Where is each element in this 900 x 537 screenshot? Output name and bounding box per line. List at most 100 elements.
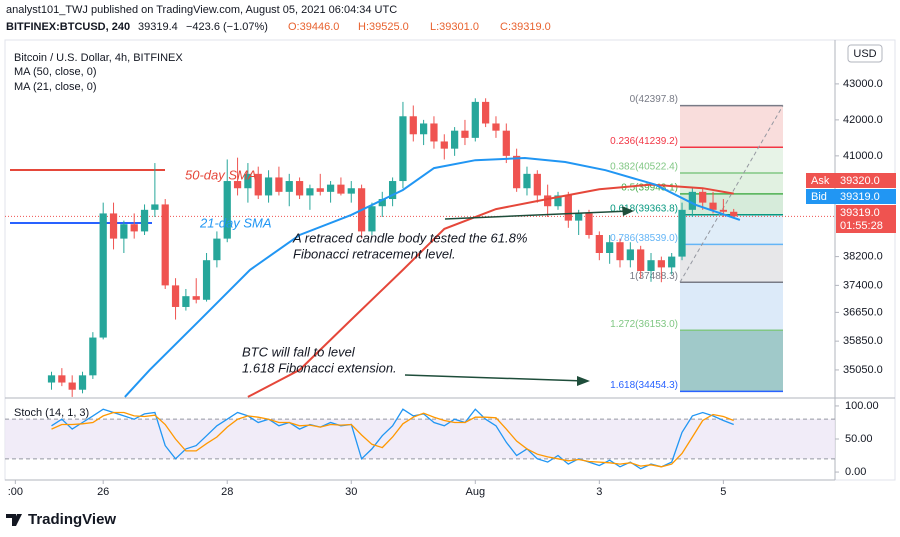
quote-value: 39319.0 (840, 191, 880, 203)
candle-body (254, 173, 262, 196)
candle-body (688, 191, 696, 210)
fib-label: 0.5(39943.1) (621, 183, 678, 194)
x-tick-label: Aug (466, 486, 486, 498)
candle-body (626, 249, 634, 261)
candle-body (709, 202, 717, 210)
candle-body (575, 213, 583, 221)
moving-average (247, 183, 734, 398)
currency: USD (853, 48, 876, 60)
stoch-line (51, 411, 734, 468)
candle-body (306, 188, 314, 196)
fib-label: 0.786(38539.0) (610, 233, 678, 244)
fib-trend (679, 105, 784, 283)
candle-body (409, 116, 417, 135)
quote-value: 39320.0 (840, 175, 880, 187)
candle-body (58, 375, 66, 383)
candle-body (151, 204, 159, 210)
candle-body (140, 209, 149, 232)
quote-box (806, 173, 896, 188)
last-price-box (836, 205, 896, 233)
symbol: BITFINEX:BTCUSD, 240 (6, 21, 130, 33)
candle-body (668, 256, 676, 268)
candle-body (657, 260, 665, 268)
x-tick-label: 30 (345, 486, 357, 498)
fib-label: 0.382(40522.4) (610, 162, 678, 173)
candle-body (337, 184, 345, 194)
fib-label: 1.272(36153.0) (610, 319, 678, 330)
candle-body (730, 211, 738, 217)
change: −423.6 (−1.07%) (186, 21, 268, 33)
arrow (404, 374, 586, 382)
quote-name: Bid (811, 191, 827, 203)
stoch-band (5, 419, 835, 459)
candle-body (295, 181, 304, 196)
fib-label: 0(42397.8) (630, 94, 678, 105)
candle-body (47, 375, 56, 383)
candle-body (171, 285, 180, 307)
overlay: Bitcoin / U.S. Dollar, 4h, BITFINEX USD … (14, 44, 896, 419)
retrace-annotation: A retraced candle body tested the 61.8% (292, 230, 527, 245)
candle-body (223, 181, 231, 239)
logo-icon (6, 514, 22, 526)
candle-body (109, 213, 118, 239)
candle-body (368, 206, 376, 232)
stoch-line (51, 408, 734, 470)
candle-body (430, 123, 438, 142)
axes: 43000.0 42000.0 41000.0 38200.0 37400.0 36650… (8, 78, 883, 498)
ma50-annotation: 50-day SMA (185, 167, 257, 182)
candle-body (585, 213, 593, 236)
candle-body (388, 181, 397, 200)
arrow-head (577, 376, 590, 386)
ma-legend: MA (50, close, 0) (14, 66, 97, 78)
candle-body (420, 123, 428, 135)
candle-body (502, 130, 510, 156)
candle-body (451, 130, 459, 149)
fib-label: 0.236(41239.2) (610, 136, 678, 147)
fib-band (680, 214, 783, 245)
quote-box (806, 189, 896, 204)
candle-body (492, 123, 500, 131)
y-tick-label: 37400.0 (843, 279, 883, 291)
ma21-annotation: 21-day SMA (199, 215, 272, 230)
candle-body (161, 204, 169, 286)
stoch-tick-label: 50.00 (845, 433, 873, 445)
candle-body (440, 141, 448, 149)
candle-body (513, 155, 521, 189)
fib-label: 1.618(34454.3) (610, 380, 678, 391)
fib-band (680, 147, 783, 174)
main-pane: 0(42397.8) 0.236(41239.2) 0.382(40522.4) 0.… (5, 94, 835, 398)
fib-label: 0.618(39363.8) (610, 203, 678, 214)
logo: TradingView (6, 511, 116, 528)
stoch-tick-label: 0.00 (845, 466, 866, 478)
high: H:39525.0 (358, 21, 409, 33)
close: C:39319.0 (500, 21, 551, 33)
symbol-legend: Bitcoin / U.S. Dollar, 4h, BITFINEX (14, 52, 183, 64)
arrow (444, 210, 631, 220)
candle-body (678, 209, 686, 257)
low: L:39301.0 (430, 21, 479, 33)
candle-body (564, 195, 572, 221)
candle-body (647, 260, 655, 271)
fib-band (680, 244, 783, 283)
candle-body (399, 116, 407, 182)
extension-annotation: BTC will fall to level (242, 344, 356, 359)
candle-body (316, 188, 324, 192)
extension-annotation: 1.618 Fibonacci extension. (242, 360, 397, 375)
candle-body (637, 249, 645, 271)
currency-box (847, 44, 883, 63)
stoch-tick-label: 100.00 (845, 400, 879, 412)
candle-body (99, 213, 107, 338)
stoch-legend: Stoch (14, 1, 3) (14, 407, 89, 419)
candle-body (378, 199, 386, 207)
x-tick-label: 3 (596, 486, 602, 498)
candle-body (213, 238, 221, 261)
candle-body (202, 260, 211, 300)
x-tick-label: 26 (97, 486, 109, 498)
candle-body (347, 188, 355, 194)
candle-body (326, 184, 335, 192)
arrow-head (622, 206, 634, 216)
candle-body (264, 177, 273, 196)
candle-body (606, 242, 614, 254)
candle-body (533, 173, 541, 196)
candle-body (554, 195, 562, 207)
